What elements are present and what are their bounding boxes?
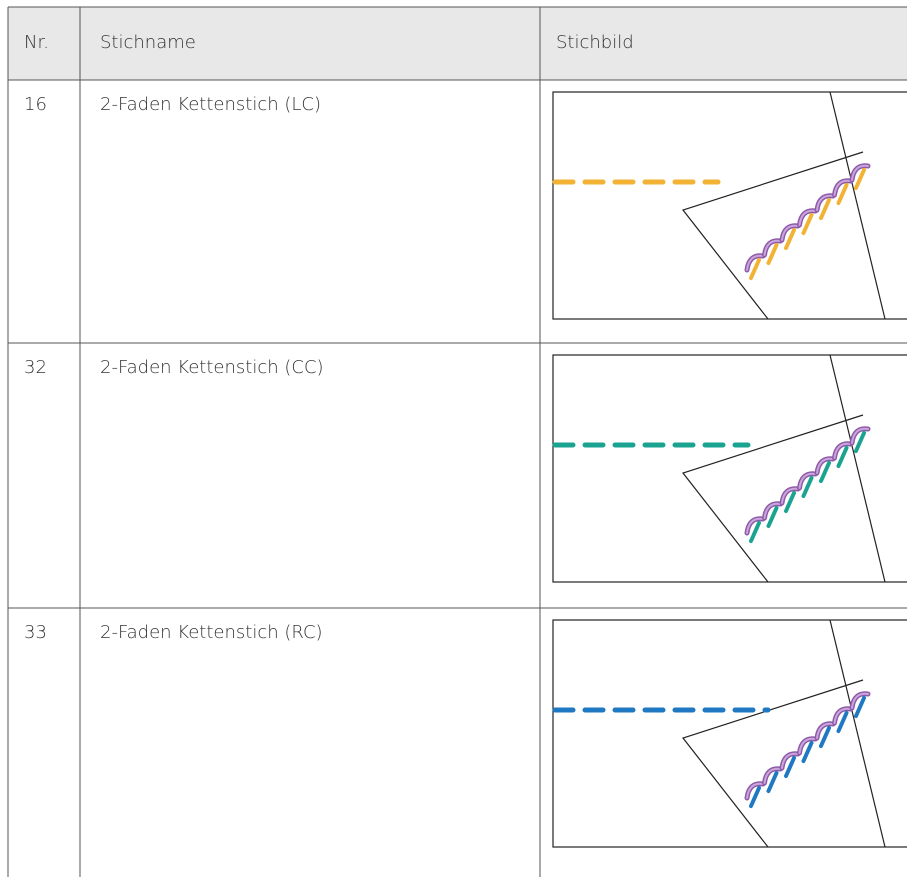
header-cell: Stichname [100,32,196,53]
stitch-image [552,619,907,848]
needle-thread [854,168,866,190]
needle-thread [854,431,866,453]
chain-loop-inner [763,767,782,784]
chain-loop-inner [851,692,869,709]
stitch-image [552,354,907,583]
needle-thread [749,786,761,808]
needle-thread [784,491,796,513]
row-number: 16 [24,94,47,115]
chain-loop-inner [781,224,799,241]
needle-thread [749,258,761,280]
row-number: 32 [24,357,47,378]
chain-loop-inner [816,722,834,739]
fabric-edge [829,619,886,848]
stitch-name: 2-Faden Kettenstich (LC) [100,94,321,115]
chain-loop-inner [746,517,764,534]
chain-loop-inner [763,239,782,256]
chain-loop-inner [746,254,764,271]
chain-loop-inner [798,472,817,489]
fabric-edge [829,91,886,320]
needle-thread [819,198,831,220]
needle-thread [766,771,779,793]
chain-loop-inner [763,502,782,519]
image-frame [552,619,907,848]
chain-loop-inner [851,164,869,181]
fabric-fold [681,679,864,848]
stitch-name: 2-Faden Kettenstich (RC) [100,622,323,643]
header-cell: Stichbild [556,32,634,53]
needle-thread [836,183,849,205]
needle-thread [801,741,814,763]
needle-thread [766,506,779,528]
header-row [8,7,907,80]
chain-loop-inner [781,752,799,769]
row-number: 33 [24,622,47,643]
chain-loop-inner [816,457,834,474]
chain-loop-inner [798,209,817,226]
needle-thread [749,521,761,543]
fabric-edge [829,354,886,583]
table-grid [7,6,907,877]
chain-loop-inner [781,487,799,504]
chain-loop-inner [833,442,852,459]
chain-loop-inner [816,194,834,211]
fabric-fold [681,151,864,320]
needle-thread [784,756,796,778]
fabric-fold [681,414,864,583]
chain-loop-inner [798,737,817,754]
image-frame [552,354,907,583]
chain-loop-inner [851,427,869,444]
needle-thread [801,476,814,498]
needle-thread [784,228,796,250]
needle-thread [801,213,814,235]
image-frame [552,91,907,320]
chain-loop-inner [833,707,852,724]
stitch-name: 2-Faden Kettenstich (CC) [100,357,324,378]
needle-thread [836,711,849,733]
needle-thread [766,243,779,265]
needle-thread [819,726,831,748]
stitch-image [552,91,907,320]
needle-thread [819,461,831,483]
chain-loop-inner [746,782,764,799]
chain-loop-inner [833,179,852,196]
header-cell: Nr. [24,32,49,53]
needle-thread [836,446,849,468]
needle-thread [854,696,866,718]
